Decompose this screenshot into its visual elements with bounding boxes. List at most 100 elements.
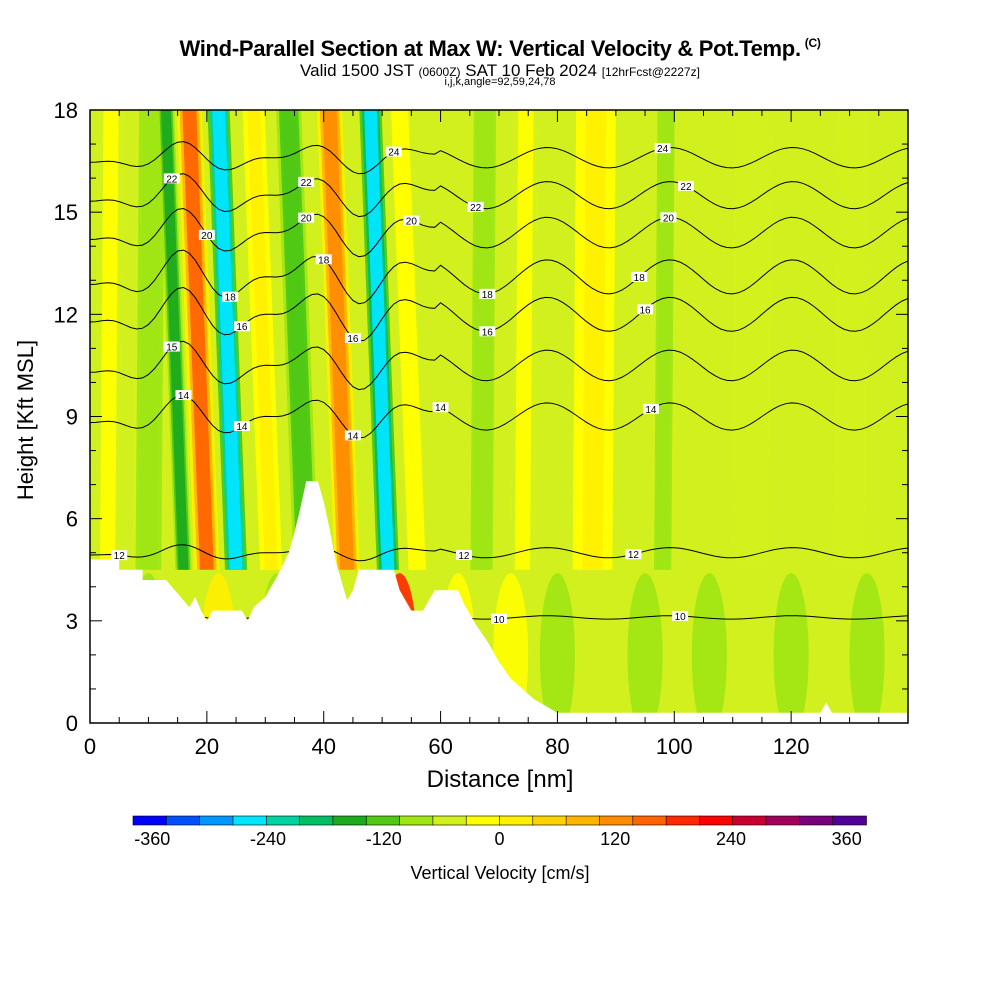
isentrope-label-bg <box>198 229 215 240</box>
isentrope-label: 18 <box>225 293 237 304</box>
x-tick-label: 0 <box>84 734 96 759</box>
isentrope-line <box>90 286 908 342</box>
velocity-band <box>740 110 764 570</box>
isentrope-label-bg <box>222 291 239 302</box>
title-text: Wind-Parallel Section at Max W: Vertical… <box>179 36 801 61</box>
isentrope-line <box>90 207 908 258</box>
isentrope-label: 14 <box>645 405 657 416</box>
isentrope-label: 18 <box>318 255 330 266</box>
isentrope-label-bg <box>479 288 496 299</box>
valid-time: Valid 1500 JST <box>300 61 414 80</box>
x-tick-label: 80 <box>545 734 569 759</box>
velocity-band <box>514 110 534 570</box>
isentrope-label-bg <box>344 332 361 343</box>
velocity-band <box>281 110 314 570</box>
isentrope-label-bg <box>677 180 694 191</box>
y-tick-label: 15 <box>54 200 78 225</box>
isentrope-label: 10 <box>493 615 505 626</box>
isentrope-label: 18 <box>634 273 646 284</box>
x-tick-label: 60 <box>428 734 452 759</box>
velocity-band <box>393 110 424 570</box>
utc-time: (0600Z) <box>418 65 461 79</box>
isentrope-label-bg <box>432 402 449 413</box>
velocity-band <box>247 110 278 570</box>
chart-title: Wind-Parallel Section at Max W: Vertical… <box>0 36 1000 62</box>
isentrope-label: 22 <box>166 174 178 185</box>
isentrope-label-bg <box>625 549 642 560</box>
low-level-patch <box>627 573 663 723</box>
isentrope-label-bg <box>298 212 315 223</box>
velocity-band <box>322 110 355 570</box>
isentrope-label: 20 <box>663 213 675 224</box>
isentrope-label-bg <box>233 420 250 431</box>
isentrope-label: 14 <box>178 391 190 402</box>
isentrope-label: 12 <box>628 550 640 561</box>
isentrope-label: 14 <box>347 431 359 442</box>
isentrope-label: 14 <box>435 403 447 414</box>
y-tick-label: 6 <box>66 507 78 532</box>
isentrope-label-bg <box>163 173 180 184</box>
isentrope-label: 12 <box>114 551 126 562</box>
isentrope-label: 12 <box>458 551 470 562</box>
isentrope-line <box>90 141 908 175</box>
isentrope-label-bg <box>315 254 332 265</box>
y-tick-label: 0 <box>66 711 78 736</box>
isentrope-label: 24 <box>388 148 400 159</box>
isentrope-label: 20 <box>301 214 313 225</box>
x-tick-label: 40 <box>311 734 335 759</box>
velocity-band <box>656 110 673 570</box>
valid-date: SAT 10 Feb 2024 <box>465 61 597 80</box>
chart-subtitle: Valid 1500 JST (0600Z) SAT 10 Feb 2024 [… <box>0 61 1000 81</box>
isentrope-line <box>90 394 908 439</box>
copyright-mark: (C) <box>804 36 821 50</box>
isentrope-line <box>90 173 908 218</box>
colorbar-label: Vertical Velocity [cm/s] <box>410 863 590 883</box>
isentrope-label: 15 <box>166 343 178 354</box>
terrain-mask <box>90 481 908 723</box>
isentrope-label: 22 <box>301 178 313 189</box>
low-level-patch <box>849 573 885 723</box>
isentrope-label-bg <box>637 304 654 315</box>
isentrope-label-bg <box>344 430 361 441</box>
isentrope-label: 10 <box>675 612 687 623</box>
grid-indices: i,j,k,angle=92,59,24,78 <box>444 76 556 88</box>
velocity-band <box>840 110 862 570</box>
isentrope-label-bg <box>660 212 677 223</box>
isentrope-line <box>90 544 908 562</box>
velocity-band <box>160 110 189 570</box>
x-tick-label: 20 <box>195 734 219 759</box>
forecast-info: [12hrFcst@2227z] <box>601 65 700 79</box>
isentrope-label: 18 <box>482 290 494 301</box>
isentrope-label-bg <box>631 271 648 282</box>
isentrope-label-bg <box>455 549 472 560</box>
isentrope-label: 22 <box>470 203 482 214</box>
y-axis-label: Height [Kft MSL] <box>13 339 38 501</box>
x-axis-label: Distance [nm] <box>426 766 574 793</box>
isentrope-label-bg <box>467 201 484 212</box>
velocity-band <box>139 110 161 570</box>
isentrope-label-bg <box>491 613 507 624</box>
isentrope-label: 16 <box>236 322 248 333</box>
isentrope-label-bg <box>111 550 128 561</box>
isentrope-label-bg <box>233 321 250 332</box>
x-tick-label: 120 <box>773 734 810 759</box>
isentrope-label: 20 <box>406 217 418 228</box>
velocity-band <box>212 110 243 570</box>
isentrope-label-bg <box>479 326 496 337</box>
isentrope-label-bg <box>385 146 402 157</box>
isentrope-label: 16 <box>347 334 359 345</box>
low-level-patch <box>691 573 727 723</box>
y-tick-label: 3 <box>66 609 78 634</box>
velocity-band <box>99 110 119 570</box>
y-tick-label: 18 <box>54 98 78 123</box>
isentrope-label-bg <box>298 176 315 187</box>
velocity-band <box>182 110 214 570</box>
low-level-patch <box>539 573 575 723</box>
isentrope-line <box>90 340 908 391</box>
isentrope-label-bg <box>672 610 689 621</box>
plot-layer: 10 10 12 12 12 14 14 14 14 14 15 16 16 16 16 18 18 18 18 20… <box>90 110 908 723</box>
y-tick-label: 12 <box>54 302 78 327</box>
y-tick-label: 9 <box>66 405 78 430</box>
velocity-band <box>364 110 395 570</box>
